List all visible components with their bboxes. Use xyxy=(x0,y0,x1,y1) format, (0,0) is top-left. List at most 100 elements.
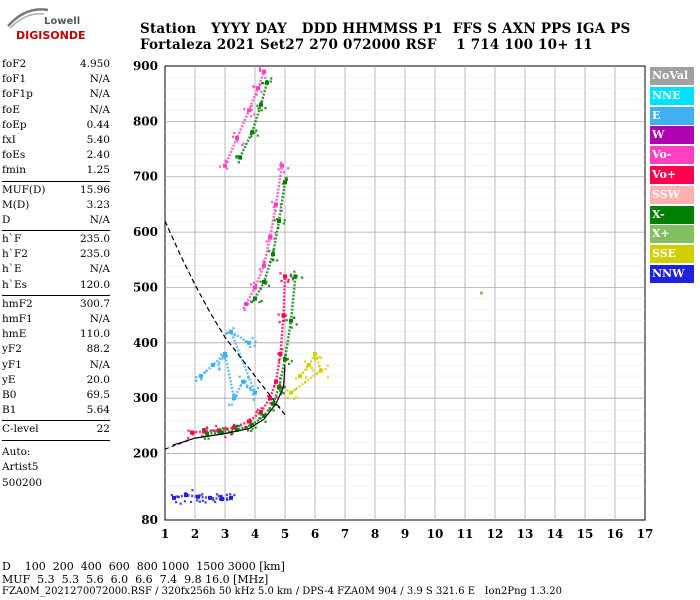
echo-point xyxy=(200,376,203,379)
echo-point xyxy=(269,402,272,405)
echo-point xyxy=(170,493,173,497)
echo-point xyxy=(293,316,296,319)
param-row: fmin 1.25 xyxy=(2,163,110,178)
echo-point xyxy=(252,281,256,284)
param-separator xyxy=(2,439,110,441)
param-name: fmin xyxy=(2,164,26,177)
y-tick-label: 600 xyxy=(133,225,158,239)
echo-point xyxy=(225,493,229,496)
echo-point xyxy=(218,430,221,433)
echo-point xyxy=(224,435,227,439)
echo-point xyxy=(234,425,237,428)
param-value: N/A xyxy=(89,313,110,325)
param-separator xyxy=(2,180,110,182)
echo-point xyxy=(278,383,282,386)
echo-point xyxy=(252,398,255,401)
echo-point xyxy=(249,345,252,349)
param-value: N/A xyxy=(89,73,110,86)
echo-point xyxy=(195,376,198,379)
x-tick-label: 2 xyxy=(191,527,199,541)
x-tick-label: 8 xyxy=(371,527,379,541)
param-name: h`Es xyxy=(2,278,28,291)
echo-point xyxy=(186,437,190,440)
param-value: 20.0 xyxy=(86,373,110,386)
echo-point xyxy=(226,498,229,502)
echo-point xyxy=(278,389,282,392)
echo-point xyxy=(283,274,287,279)
legend-item: NNE xyxy=(650,86,694,105)
echo-point xyxy=(242,142,245,145)
echo-point xyxy=(232,327,235,330)
echo-point xyxy=(218,368,221,371)
echo-trace xyxy=(200,328,257,402)
echo-point xyxy=(229,495,233,500)
echo-point xyxy=(301,276,304,279)
param-value: 1.25 xyxy=(86,164,110,177)
scaled-parameters-panel: foF2 4.950 foF1 N/A foF1p N/A foE N/A foEp 0.44 fx… xyxy=(2,57,110,491)
param-value: 2.40 xyxy=(86,149,110,162)
param-name: h`F2 xyxy=(2,248,28,261)
echo-point xyxy=(292,397,296,400)
echo-point xyxy=(225,354,229,358)
param-name: MUF(D) xyxy=(2,183,46,196)
y-tick-label: 200 xyxy=(133,447,158,461)
echo-point xyxy=(207,437,210,440)
echo-trace xyxy=(223,71,266,167)
param-row: foF2 4.950 xyxy=(2,57,110,72)
echo-point xyxy=(243,108,246,111)
digisonde-logo: Lowell DIGISONDE xyxy=(4,4,85,44)
echo-point xyxy=(242,306,245,310)
echo-point xyxy=(284,179,287,183)
y-tick-label: 900 xyxy=(133,59,158,73)
param-row: hmE 110.0 xyxy=(2,327,110,342)
echo-point xyxy=(260,101,263,104)
echo-point xyxy=(262,82,265,85)
echo-point xyxy=(211,362,215,367)
param-separator xyxy=(2,420,110,422)
param-name: foF1p xyxy=(2,88,33,101)
echo-point xyxy=(205,431,209,436)
echo-point xyxy=(201,427,205,431)
echo-point xyxy=(199,374,203,379)
echo-point xyxy=(274,403,278,406)
param-row: h`F 235.0 xyxy=(2,232,110,247)
echo-point xyxy=(189,500,193,504)
echo-point xyxy=(268,408,271,411)
echo-point xyxy=(270,234,273,238)
echo-point xyxy=(179,502,182,505)
param-name: hmF1 xyxy=(2,313,33,325)
echo-point xyxy=(272,258,275,261)
echo-point xyxy=(253,344,256,348)
param-row: h`F2 235.0 xyxy=(2,247,110,262)
profile-extension-line xyxy=(164,438,193,450)
param-value: N/A xyxy=(89,263,110,276)
echo-point xyxy=(228,331,231,334)
echo-point xyxy=(258,410,262,413)
echo-point xyxy=(258,301,261,304)
echo-point xyxy=(224,426,227,429)
param-name: M(D) xyxy=(2,198,30,211)
echo-point xyxy=(271,252,275,257)
echo-point xyxy=(256,386,260,389)
echo-point xyxy=(232,135,235,138)
echo-point xyxy=(290,326,293,329)
echo-point xyxy=(247,419,250,422)
echo-point xyxy=(221,427,225,430)
x-tick-label: 15 xyxy=(577,527,594,541)
echo-point xyxy=(264,107,267,110)
echo-point xyxy=(243,308,246,312)
echo-point xyxy=(201,493,204,496)
param-name: yF2 xyxy=(2,343,22,356)
echo-point xyxy=(183,500,186,503)
param-value: 120.0 xyxy=(79,278,110,291)
echo-point xyxy=(271,200,274,204)
echo-point xyxy=(255,410,258,414)
echo-point xyxy=(289,275,293,278)
echo-point xyxy=(176,495,179,498)
echo-point xyxy=(268,249,271,253)
echo-point xyxy=(259,280,262,283)
echo-point xyxy=(263,71,267,75)
echo-point xyxy=(264,282,267,285)
echo-point xyxy=(258,68,261,71)
echo-point xyxy=(221,357,224,360)
